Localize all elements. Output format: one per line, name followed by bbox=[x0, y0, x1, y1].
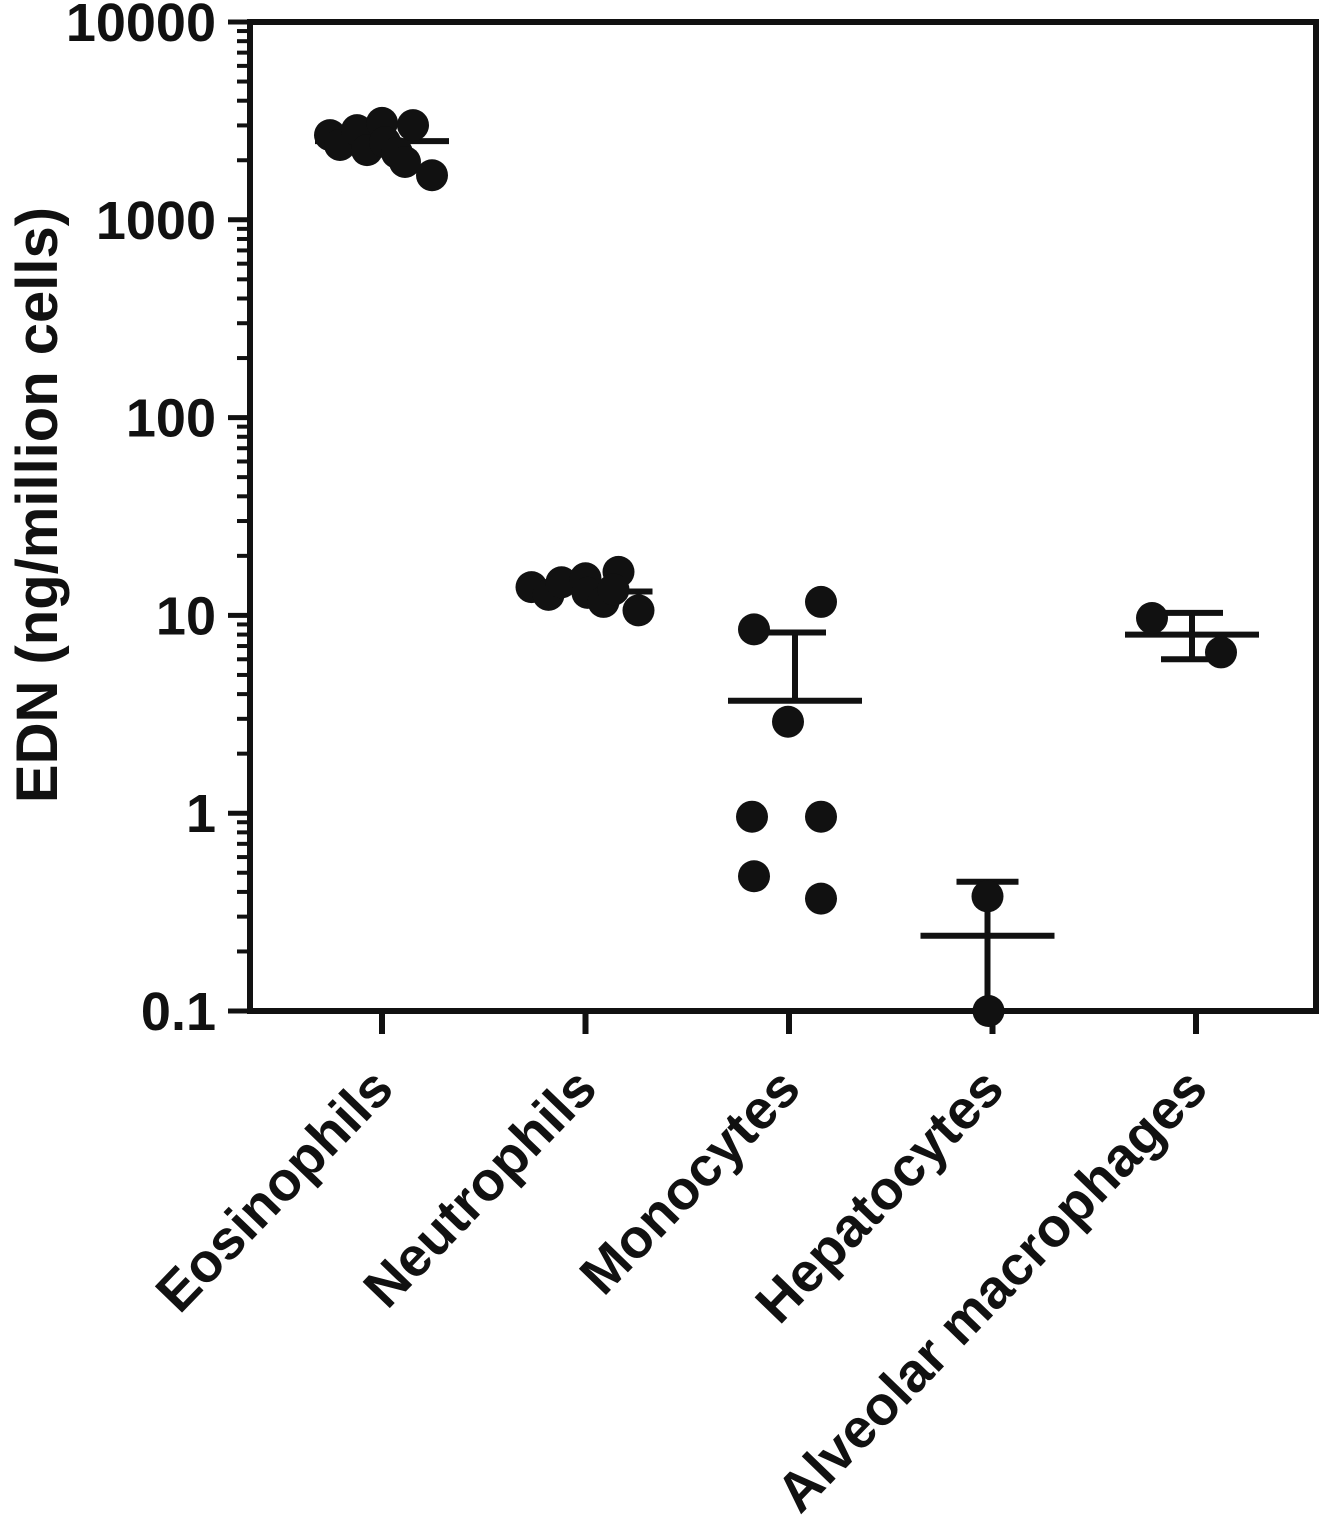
point-monocytes bbox=[738, 613, 770, 646]
x-category-label-alveolar-macrophages: Alveolar macrophages bbox=[764, 1056, 1218, 1523]
plot-box bbox=[247, 19, 1319, 1014]
y-tick-label: 1000 bbox=[96, 191, 216, 251]
point-monocytes bbox=[738, 860, 770, 893]
point-monocytes bbox=[805, 800, 837, 833]
point-alveolar-macrophages bbox=[1136, 602, 1168, 635]
y-tick-label: 10000 bbox=[66, 0, 216, 53]
point-monocytes bbox=[805, 882, 837, 915]
y-tick-label: 0.1 bbox=[141, 982, 216, 1042]
point-hepatocytes bbox=[971, 880, 1004, 913]
point-neutrophils bbox=[597, 573, 630, 606]
point-monocytes bbox=[805, 585, 837, 618]
point-eosinophils bbox=[416, 159, 448, 192]
point-neutrophils bbox=[622, 594, 655, 627]
y-axis-title: EDN (ng/million cells) bbox=[5, 206, 70, 804]
point-monocytes bbox=[772, 705, 804, 738]
point-hepatocytes bbox=[972, 995, 1005, 1027]
point-monocytes bbox=[736, 800, 768, 833]
y-tick-label: 1 bbox=[186, 784, 216, 844]
point-neutrophils bbox=[545, 566, 578, 599]
y-tick-label: 10 bbox=[156, 586, 216, 646]
y-tick-label: 100 bbox=[126, 389, 216, 449]
point-eosinophils bbox=[389, 145, 421, 178]
point-alveolar-macrophages bbox=[1205, 636, 1237, 669]
point-eosinophils bbox=[397, 109, 429, 142]
